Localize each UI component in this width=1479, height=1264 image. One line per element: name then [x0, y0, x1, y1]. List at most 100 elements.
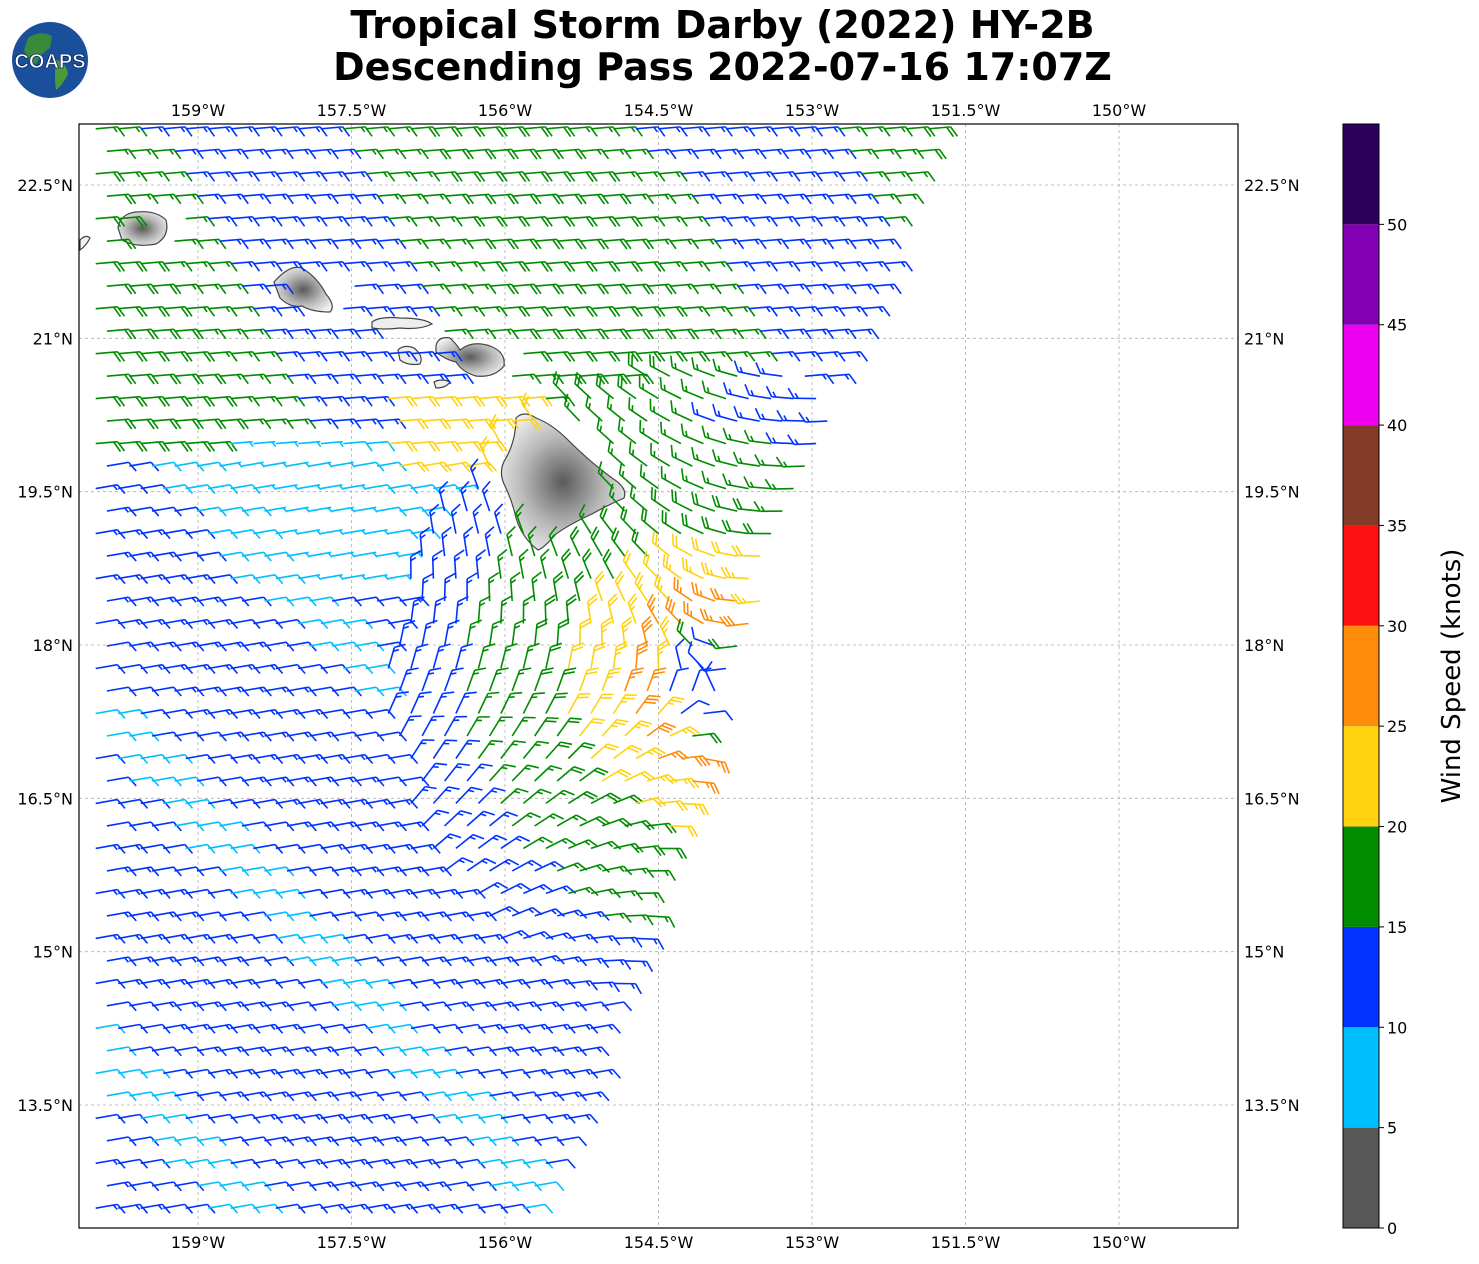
lat-tick-label-left: 21°N — [33, 329, 73, 348]
wind-barb — [309, 596, 340, 607]
wind-barb — [410, 691, 432, 714]
wind-barb — [140, 663, 171, 675]
wind-barb — [118, 663, 149, 675]
wind-barb — [421, 866, 453, 877]
wind-barb — [163, 663, 194, 675]
wind-barb — [129, 686, 160, 697]
colorbar-tick-label: 5 — [1387, 1119, 1397, 1138]
wind-barb — [623, 667, 644, 692]
wind-barb — [680, 802, 710, 816]
wind-barb — [151, 1046, 182, 1057]
island-hawaii — [500, 413, 626, 551]
wind-barb — [691, 491, 716, 512]
wind-barb — [140, 753, 171, 765]
wind-barb — [563, 393, 581, 422]
wind-barb — [286, 911, 317, 922]
wind-barb — [320, 843, 351, 854]
wind-barb — [264, 911, 295, 922]
wind-barb — [275, 708, 306, 720]
wind-barb — [174, 1136, 205, 1147]
wind-barb — [545, 1068, 576, 1079]
wind-barb — [174, 1181, 205, 1192]
wind-barb — [185, 618, 216, 630]
wind-barb — [208, 663, 239, 675]
wind-barb — [331, 821, 363, 832]
wind-barb — [567, 742, 596, 760]
wind-barb — [523, 1068, 554, 1079]
wind-barb — [399, 1136, 430, 1147]
title-line-1: Tropical Storm Darby (2022) HY-2B — [350, 3, 1095, 47]
wind-barb — [343, 1203, 374, 1214]
wind-barb — [567, 790, 598, 805]
wind-barb — [196, 1001, 227, 1012]
wind-barb — [196, 1136, 227, 1147]
lat-tick-label-right: 21°N — [1244, 329, 1284, 348]
wind-barb — [365, 618, 396, 630]
wind-barb — [174, 776, 205, 787]
wind-barb — [298, 888, 329, 899]
wind-barb — [365, 753, 396, 765]
wind-barb — [118, 798, 149, 809]
wind-barb — [432, 596, 447, 624]
wind-barb — [500, 1203, 531, 1214]
wind-barb — [275, 663, 306, 675]
wind-barb — [522, 788, 552, 805]
wind-barb — [613, 890, 644, 901]
wind-barb — [163, 573, 194, 585]
wind-barb — [680, 378, 704, 400]
wind-barb — [253, 1113, 284, 1124]
wind-barb — [365, 978, 396, 989]
wind-barb — [219, 461, 243, 468]
wind-barb — [399, 1001, 430, 1012]
wind-barb — [106, 776, 137, 787]
wind-barb — [106, 238, 137, 250]
wind-barb — [669, 825, 699, 838]
wind-barb — [646, 667, 667, 692]
wind-barb — [219, 1046, 250, 1057]
wind-barb — [106, 866, 137, 877]
wind-barb — [140, 573, 171, 585]
wind-barb — [590, 1068, 621, 1079]
wind-barb — [647, 915, 676, 928]
wind-barb — [185, 528, 216, 540]
wind-barb — [118, 888, 149, 899]
wind-barb — [365, 933, 396, 944]
wind-barb — [320, 933, 351, 944]
wind-barb — [568, 1068, 599, 1079]
wind-barb — [410, 1158, 441, 1169]
wind-barb — [500, 835, 531, 850]
wind-barb — [331, 1136, 363, 1147]
wind-barb — [523, 1023, 554, 1034]
wind-barb — [118, 978, 149, 989]
wind-barb — [618, 462, 637, 490]
wind-barb — [298, 440, 322, 448]
wind-barb — [331, 641, 363, 652]
colorbar-tick-label: 35 — [1387, 516, 1407, 535]
wind-barb — [614, 570, 626, 602]
wind-barb — [208, 798, 239, 809]
wind-barb — [827, 373, 857, 385]
wind-barb — [512, 1046, 543, 1057]
wind-barb — [95, 1158, 126, 1169]
wind-barb — [478, 933, 509, 944]
wind-barb — [579, 1046, 610, 1057]
wind-barb — [163, 483, 194, 495]
wind-barb — [601, 667, 622, 692]
wind-barb — [129, 506, 160, 517]
wind-barb — [264, 596, 295, 607]
wind-barb — [579, 767, 609, 782]
wind-barb — [388, 933, 419, 944]
wind-barb — [309, 506, 333, 513]
wind-barb — [579, 1001, 610, 1012]
wind-barb — [118, 933, 149, 944]
wind-barb — [798, 411, 828, 423]
wind-barb — [731, 544, 760, 557]
wind-barb — [230, 978, 261, 989]
wind-barb — [455, 888, 486, 899]
wind-barb — [466, 911, 498, 922]
wind-barb — [699, 608, 727, 625]
wind-barb — [479, 436, 491, 467]
wind-barb — [275, 933, 306, 944]
wind-barb — [320, 483, 344, 491]
wind-barb — [118, 1068, 149, 1079]
